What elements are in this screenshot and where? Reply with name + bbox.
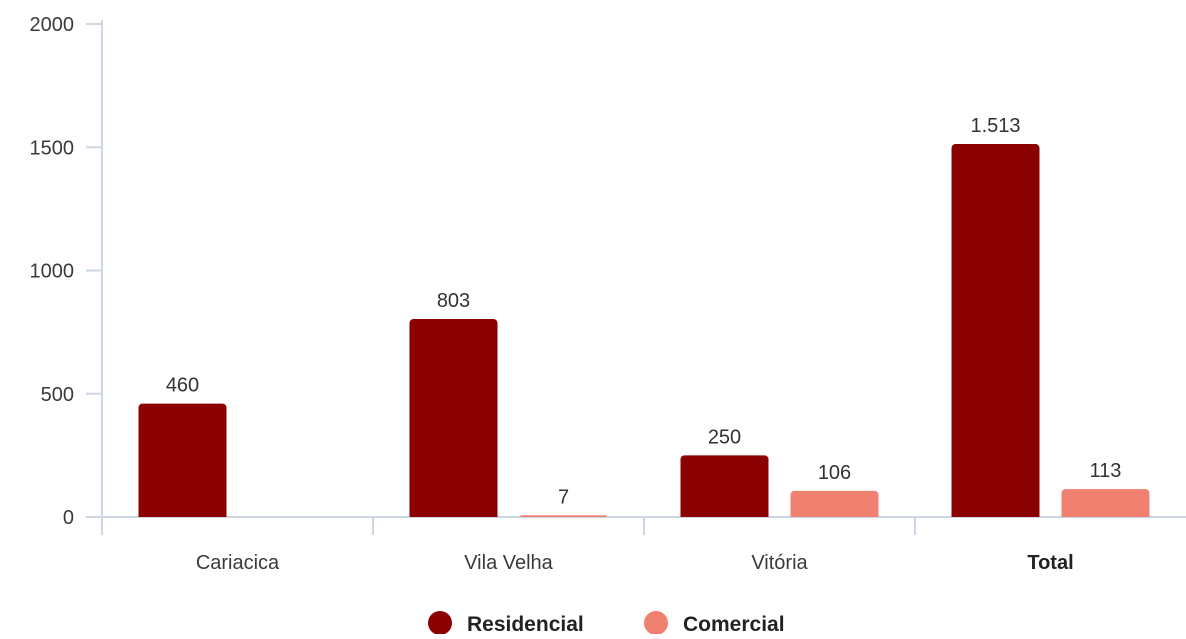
data-label: 250 [708, 426, 741, 448]
data-label: 1.513 [970, 115, 1020, 137]
data-label: 803 [437, 290, 470, 312]
y-tick-label: 1000 [30, 261, 75, 283]
legend-item-residencial[interactable]: Residencial [428, 611, 584, 634]
x-category-label: Total [1027, 552, 1073, 574]
legend: Residencial Comercial [428, 611, 785, 634]
bar-residencial[interactable] [410, 319, 498, 517]
bar-base-residencial [139, 513, 227, 517]
y-tick-label: 1500 [30, 137, 75, 159]
legend-item-comercial[interactable]: Comercial [644, 611, 785, 634]
x-category-label: Vitória [751, 552, 808, 574]
legend-label: Comercial [683, 613, 785, 634]
x-category-label: Vila Velha [464, 552, 553, 574]
data-label: 106 [818, 462, 851, 484]
bar-layer [139, 144, 1150, 517]
bar-residencial[interactable] [681, 455, 769, 517]
y-tick-label: 2000 [30, 14, 75, 36]
bar-residencial[interactable] [139, 404, 227, 517]
bar-base-residencial [952, 513, 1040, 517]
legend-marker [428, 611, 452, 634]
bar-base-residencial [410, 513, 498, 517]
y-tick-label: 500 [41, 384, 74, 406]
data-label: 460 [166, 375, 199, 397]
legend-marker [644, 611, 668, 634]
bar-base-comercial [791, 513, 879, 517]
bar-comercial[interactable] [520, 515, 608, 517]
y-tick-label: 0 [63, 507, 74, 529]
legend-label: Residencial [467, 613, 584, 634]
bar-base-residencial [681, 513, 769, 517]
bar-residencial[interactable] [952, 144, 1040, 517]
bar-base-comercial [1062, 513, 1150, 517]
bar-comercial[interactable] [1062, 489, 1150, 517]
x-category-label: Cariacica [196, 552, 280, 574]
data-label: 113 [1090, 460, 1122, 482]
data-label: 7 [558, 486, 569, 508]
